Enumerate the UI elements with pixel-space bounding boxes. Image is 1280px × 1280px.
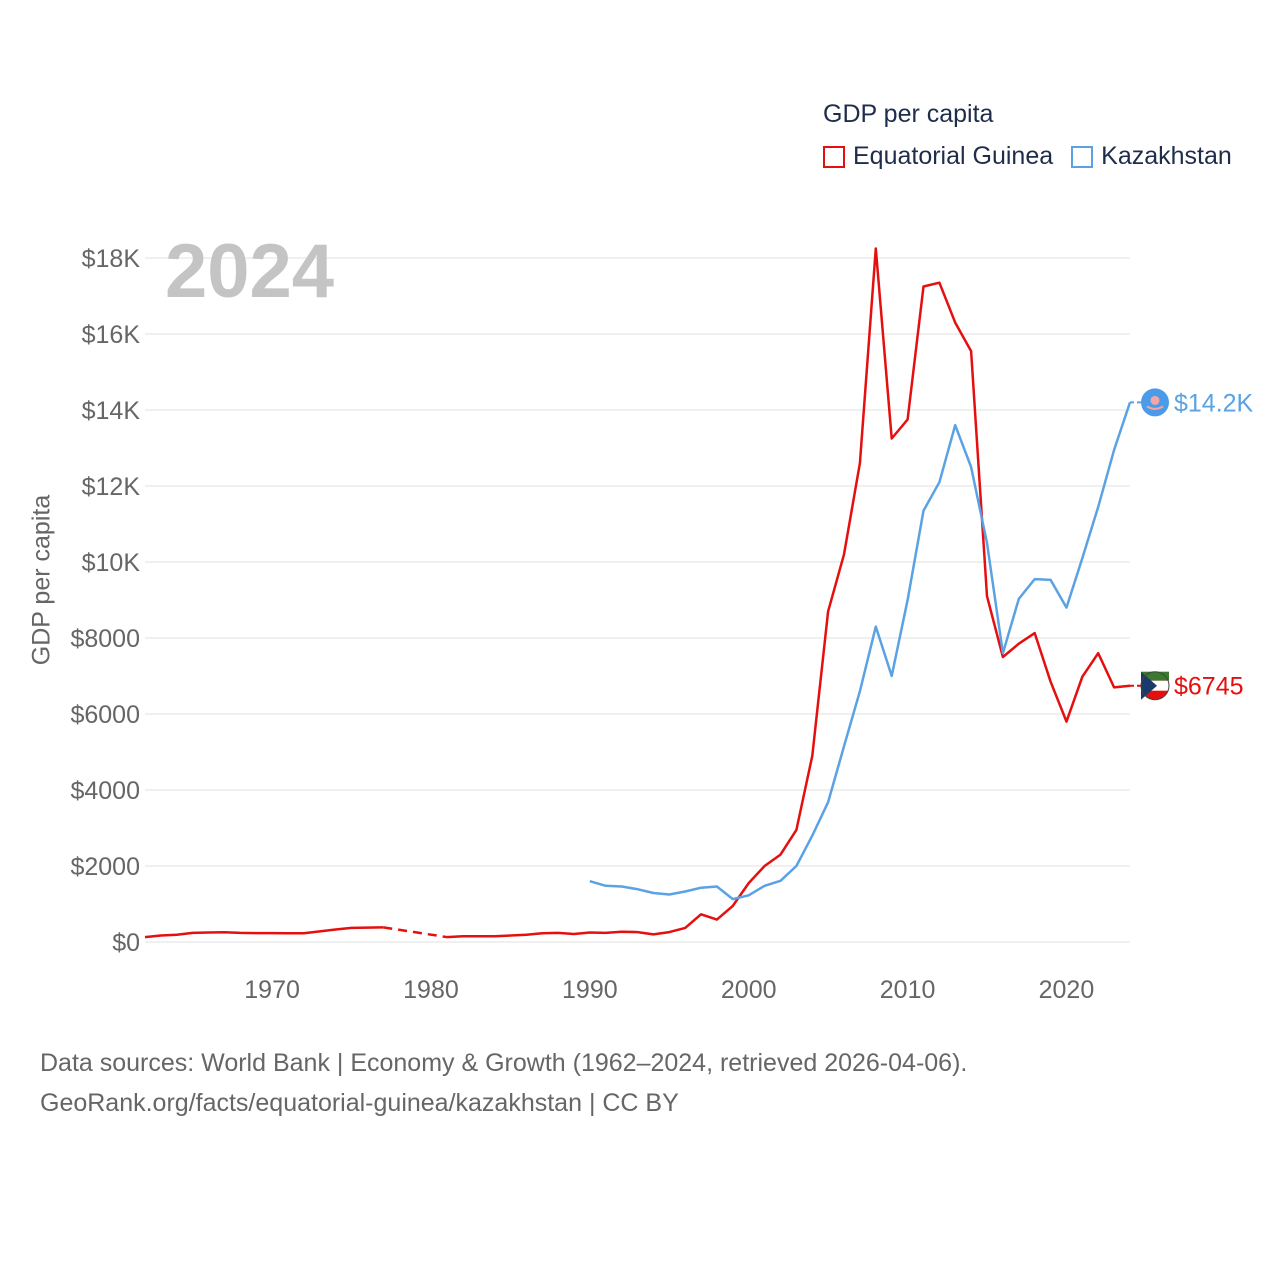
source-line-2[interactable]: GeoRank.org/facts/equatorial-guinea/kaza… bbox=[40, 1089, 679, 1117]
y-tick-label: $12K bbox=[82, 473, 141, 501]
series-line-equatorial-guinea bbox=[144, 926, 384, 939]
end-value-label-kazakhstan: $14.2K bbox=[1174, 389, 1254, 417]
y-tick-label: $4000 bbox=[70, 777, 140, 805]
x-axis-ticks: 1970 1980 1990 2000 2010 2020 bbox=[244, 976, 1094, 1004]
legend-swatch-equatorial-guinea bbox=[823, 145, 845, 168]
end-value-label-equatorial-guinea: $6745 bbox=[1174, 673, 1244, 701]
gridlines bbox=[145, 257, 1130, 943]
series-gap-equatorial-guinea bbox=[383, 926, 448, 939]
legend-label-kazakhstan: Kazakhstan bbox=[1101, 142, 1232, 170]
y-tick-label: $6000 bbox=[70, 701, 140, 729]
x-tick-label: 2010 bbox=[880, 976, 936, 1004]
series-lines bbox=[144, 247, 1132, 939]
y-tick-label: $18K bbox=[82, 245, 141, 273]
x-tick-label: 1980 bbox=[403, 976, 459, 1004]
legend-title: GDP per capita bbox=[823, 100, 994, 128]
y-axis-ticks: $0 $2000 $4000 $6000 $8000 $10K $12K $14K $16K $1… bbox=[70, 245, 140, 957]
source-note: Data sources: World Bank | Economy & Gro… bbox=[40, 1043, 967, 1123]
y-tick-label: $10K bbox=[82, 549, 141, 577]
series-line-equatorial-guinea bbox=[446, 247, 1131, 939]
x-tick-label: 2020 bbox=[1039, 976, 1095, 1004]
legend-swatch-kazakhstan bbox=[1071, 145, 1094, 168]
end-markers: $6745 $14.2K bbox=[1130, 388, 1254, 701]
x-tick-label: 1990 bbox=[562, 976, 618, 1004]
flag-icon-kazakhstan bbox=[1141, 388, 1169, 417]
flag-icon-equatorial-guinea bbox=[1140, 671, 1170, 701]
legend: Equatorial Guinea Kazakhstan bbox=[823, 142, 1250, 171]
source-line-1[interactable]: Data sources: World Bank | Economy & Gro… bbox=[40, 1049, 968, 1077]
legend-label-equatorial-guinea: Equatorial Guinea bbox=[853, 142, 1054, 170]
legend-item-kazakhstan[interactable]: Kazakhstan bbox=[1071, 142, 1232, 171]
legend-item-equatorial-guinea[interactable]: Equatorial Guinea bbox=[823, 142, 1053, 171]
y-tick-label: $2000 bbox=[70, 853, 140, 881]
y-tick-label: $8000 bbox=[70, 625, 140, 653]
y-tick-label: $0 bbox=[112, 929, 140, 957]
y-tick-label: $16K bbox=[82, 321, 141, 349]
x-tick-label: 1970 bbox=[244, 976, 300, 1004]
y-axis-label: GDP per capita bbox=[27, 494, 56, 666]
series-line-kazakhstan bbox=[589, 402, 1132, 901]
year-watermark: 2024 bbox=[165, 229, 335, 314]
x-tick-label: 2000 bbox=[721, 976, 777, 1004]
y-tick-label: $14K bbox=[82, 397, 141, 425]
